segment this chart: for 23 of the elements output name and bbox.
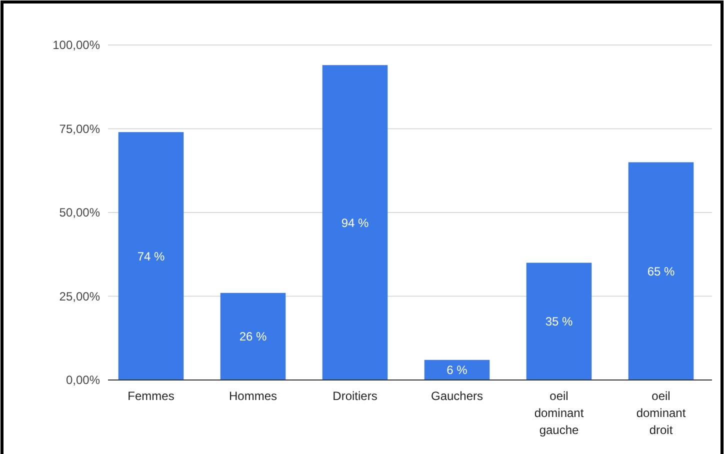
y-tick-label: 75,00%: [59, 122, 100, 136]
data-label: 74 %: [137, 249, 165, 264]
x-tick-label: Hommes: [228, 389, 278, 403]
y-tick-label: 50,00%: [59, 206, 100, 220]
bar: [628, 162, 694, 380]
y-tick-label: 25,00%: [59, 289, 100, 304]
data-label: 94 %: [341, 216, 369, 230]
bar: [220, 292, 286, 380]
data-label: 26 %: [239, 330, 267, 344]
data-label: 65 %: [647, 264, 675, 278]
bar: [526, 262, 592, 380]
x-tick-label: Gauchers: [430, 389, 484, 403]
data-label: 35 %: [545, 314, 573, 329]
x-tick-label: oeil dominant droit: [636, 389, 686, 437]
bar: [118, 132, 184, 380]
bar: [424, 360, 490, 380]
bar: [322, 65, 388, 380]
data-label: 6 %: [446, 363, 468, 378]
y-tick-label: 100,00%: [52, 38, 100, 52]
x-tick-label: oeil dominant gauche: [534, 389, 584, 437]
y-tick-label: 0,00%: [66, 373, 100, 388]
x-tick-label: Femmes: [128, 389, 174, 403]
x-tick-label: Droitiers: [332, 389, 378, 403]
